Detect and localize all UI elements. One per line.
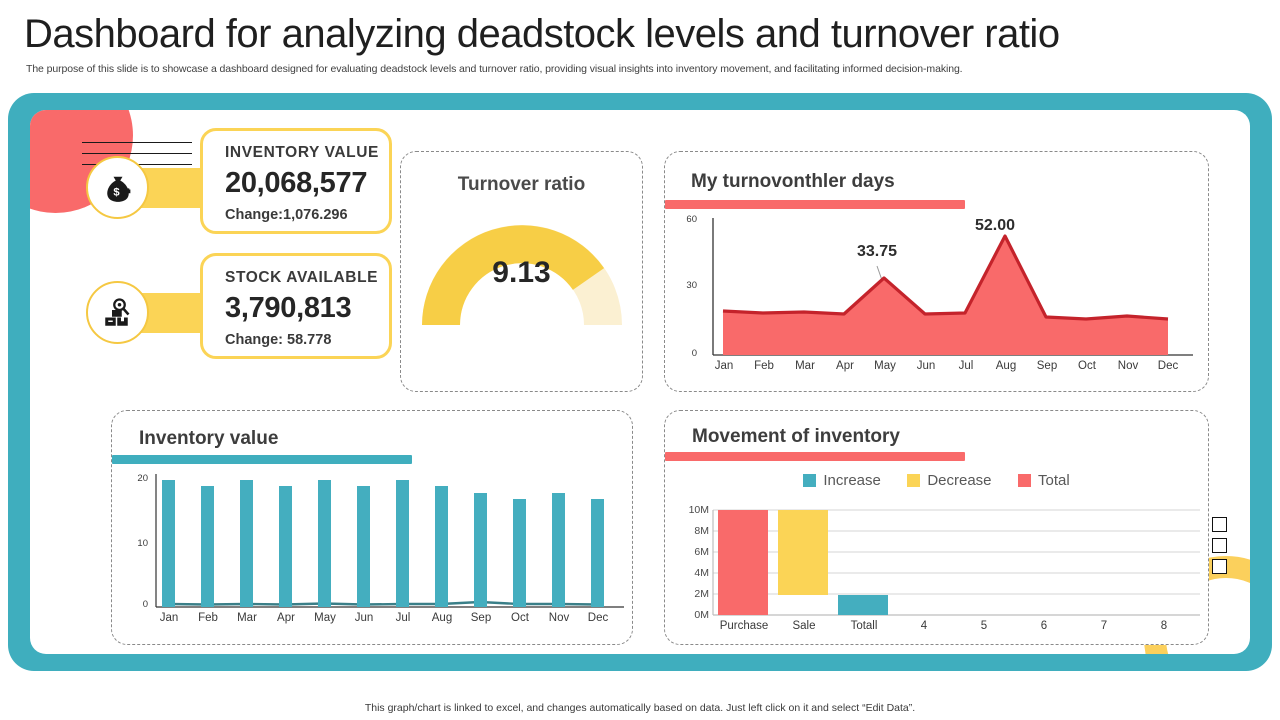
money-bag-icon: $ bbox=[86, 156, 149, 219]
gauge-title: Turnover ratio bbox=[457, 174, 586, 195]
datalabel-may: 33.75 bbox=[856, 243, 898, 260]
ytick-30: 30 bbox=[686, 280, 697, 291]
kpi-card-stock-available[interactable]: STOCK AVAILABLE 3,790,813 Change: 58.778 bbox=[200, 253, 392, 359]
legend-swatch-decrease bbox=[907, 474, 921, 487]
ytick-0: 0 bbox=[142, 599, 148, 610]
ytick-6M: 6M bbox=[694, 546, 709, 558]
chart-title-inventory-value: Inventory value bbox=[139, 428, 279, 449]
legend-swatch-increase bbox=[803, 474, 817, 487]
xlabel-apr: Apr bbox=[277, 612, 295, 624]
panel-movement-of-inventory[interactable]: Movement of inventory Increase Decrease … bbox=[664, 410, 1209, 645]
xlabel-oct: Oct bbox=[1078, 360, 1096, 372]
chart-legend: Increase Decrease Total bbox=[665, 472, 1208, 492]
xlabel-sep: Sep bbox=[1036, 360, 1058, 372]
chart-title-turnover-days: My turnovonthler days bbox=[691, 171, 895, 192]
dashboard-frame: $ INVENTORY VALUE 20,068,577 Change:1,07… bbox=[8, 93, 1272, 671]
legend-item-total[interactable]: Total bbox=[1017, 472, 1070, 489]
svg-text:$: $ bbox=[113, 186, 120, 198]
xlabel-jul: Jul bbox=[395, 612, 411, 624]
ytick-4M: 4M bbox=[694, 567, 709, 579]
xlabel-apr: Apr bbox=[836, 360, 854, 372]
xlabel-feb: Feb bbox=[754, 360, 774, 372]
xlabel-mar: Mar bbox=[237, 612, 257, 624]
xlabel-aug: Aug bbox=[995, 360, 1017, 372]
xlabel-dec: Dec bbox=[1157, 360, 1179, 372]
xlabel-8: 8 bbox=[1160, 620, 1168, 632]
xlabel-feb: Feb bbox=[198, 612, 218, 624]
gauge-value: 9.13 bbox=[492, 256, 551, 289]
legend-item-decrease[interactable]: Decrease bbox=[907, 472, 992, 489]
waterfall-chart-movement bbox=[712, 509, 1200, 616]
kpi-label: INVENTORY VALUE bbox=[225, 144, 379, 161]
legend-label-decrease: Decrease bbox=[927, 472, 992, 489]
turnover-gauge bbox=[422, 225, 622, 326]
chart-title-movement: Movement of inventory bbox=[692, 426, 900, 447]
ytick-2M: 2M bbox=[694, 588, 709, 600]
ytick-10: 10 bbox=[137, 538, 148, 549]
panel-inventory-value[interactable]: Inventory value 20 10 0 bbox=[111, 410, 633, 645]
ytick-60: 60 bbox=[686, 214, 697, 225]
ytick-0M: 0M bbox=[694, 609, 709, 621]
xlabel-totall: Totall bbox=[850, 620, 878, 632]
ytick-10M: 10M bbox=[688, 504, 709, 516]
area-chart-turnover-days bbox=[712, 218, 1193, 356]
kpi-card-inventory-value[interactable]: INVENTORY VALUE 20,068,577 Change:1,076.… bbox=[200, 128, 392, 234]
bar-chart-inventory-value bbox=[155, 474, 624, 608]
xlabel-4: 4 bbox=[920, 620, 928, 632]
xlabel-nov: Nov bbox=[548, 612, 570, 624]
panel-turnover-days[interactable]: My turnovonthler days 60 30 0 33.75 52.0… bbox=[664, 151, 1209, 392]
xlabel-jul: Jul bbox=[958, 360, 974, 372]
legend-swatch-total bbox=[1017, 474, 1031, 487]
accent-bar-red-2 bbox=[665, 452, 965, 461]
kpi-value: 3,790,813 bbox=[225, 292, 352, 324]
kpi-label: STOCK AVAILABLE bbox=[225, 269, 379, 286]
ytick-20: 20 bbox=[137, 473, 148, 484]
stock-boxes-search-icon bbox=[86, 281, 149, 344]
xlabel-7: 7 bbox=[1100, 620, 1108, 632]
footer-note: This graph/chart is linked to excel, and… bbox=[364, 702, 916, 714]
xlabel-jan: Jan bbox=[159, 612, 179, 624]
ytick-0: 0 bbox=[691, 348, 697, 359]
xlabel-purchase: Purchase bbox=[719, 620, 769, 632]
dashboard-canvas: $ INVENTORY VALUE 20,068,577 Change:1,07… bbox=[30, 110, 1250, 654]
kpi-change: Change:1,076.296 bbox=[225, 207, 348, 223]
decorative-squares bbox=[1212, 517, 1228, 580]
xlabel-dec: Dec bbox=[587, 612, 609, 624]
legend-item-increase[interactable]: Increase bbox=[803, 472, 881, 489]
kpi-change: Change: 58.778 bbox=[225, 332, 332, 348]
xlabel-aug: Aug bbox=[431, 612, 453, 624]
datalabel-aug: 52.00 bbox=[974, 217, 1016, 234]
legend-label-total: Total bbox=[1037, 472, 1070, 489]
xlabel-may: May bbox=[314, 612, 336, 624]
xlabel-sep: Sep bbox=[470, 612, 492, 624]
xlabel-nov: Nov bbox=[1117, 360, 1139, 372]
panel-turnover-ratio[interactable]: Turnover ratio 9.13 bbox=[400, 151, 643, 392]
xlabel-6: 6 bbox=[1040, 620, 1048, 632]
xlabel-jan: Jan bbox=[714, 360, 734, 372]
xlabel-5: 5 bbox=[980, 620, 988, 632]
legend-label-increase: Increase bbox=[823, 472, 881, 489]
xlabel-jun: Jun bbox=[916, 360, 936, 372]
page-title: Dashboard for analyzing deadstock levels… bbox=[24, 12, 1060, 56]
xlabel-mar: Mar bbox=[795, 360, 815, 372]
xlabel-may: May bbox=[874, 360, 896, 372]
page-subtitle: The purpose of this slide is to showcase… bbox=[26, 63, 963, 75]
ytick-8M: 8M bbox=[694, 525, 709, 537]
xlabel-jun: Jun bbox=[354, 612, 374, 624]
xlabel-oct: Oct bbox=[511, 612, 529, 624]
accent-bar-teal bbox=[112, 455, 412, 464]
accent-bar-red-1 bbox=[665, 200, 965, 209]
kpi-value: 20,068,577 bbox=[225, 167, 368, 199]
xlabel-sale: Sale bbox=[792, 620, 816, 632]
